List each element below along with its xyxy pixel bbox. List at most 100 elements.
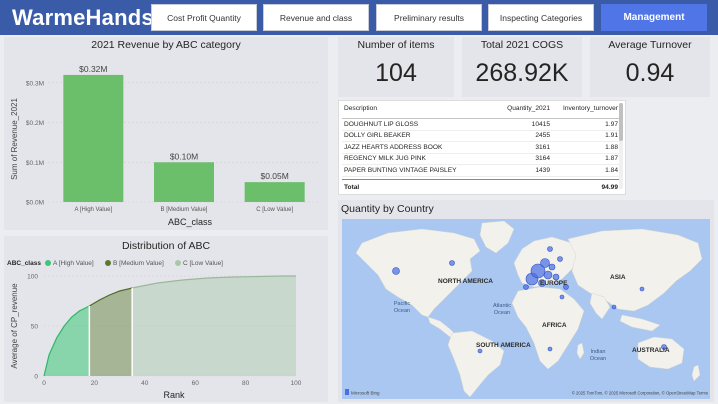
map-bubble[interactable] [392,267,400,275]
area-series-fill[interactable] [44,306,90,376]
cell-description: DOUGHNUT LIP GLOSS [342,118,492,131]
legend-a-marker [45,260,51,266]
world-map[interactable]: NORTH AMERICA EUROPE ASIA AFRICA SOUTH A… [342,219,710,399]
x-tick-label: 80 [242,380,250,387]
y-tick-label: $0.2M [26,120,44,127]
items-table-card[interactable]: Description Quantity_2021 Inventory_turn… [338,100,626,195]
label-europe: EUROPE [540,280,568,287]
column-header-description[interactable]: Description [342,103,492,119]
revenue-chart-card[interactable]: 2021 Revenue by ABC category $0.0M $0.1M $… [4,37,328,230]
bing-logo: Microsoft Bing [345,389,380,396]
map-card[interactable]: Quantity by Country [338,200,714,402]
legend-b-marker [105,260,111,266]
bar[interactable] [244,182,305,202]
column-header-turnover-label: Inventory_turnover [563,105,618,112]
map-bubble[interactable] [661,344,667,350]
cell-description: DOLLY GIRL BEAKER [342,130,492,142]
y-tick-label: 0 [34,374,38,381]
map-bubble[interactable] [611,304,617,310]
x-tick-label: 40 [141,380,149,387]
y-tick-label: $0.1M [26,160,44,167]
kpi-label: Total 2021 COGS [480,39,564,51]
distribution-chart-card[interactable]: Distribution of ABC ABC_class A [High Va… [4,236,328,402]
legend-c-label[interactable]: C [Low Value] [183,260,223,267]
greenland-landmass [479,220,515,254]
table-row[interactable]: JAZZ HEARTS ADDRESS BOOK 3161 1.88 [342,141,620,154]
table-row[interactable]: DOLLY GIRL BEAKER 2455 1.91 [342,130,620,142]
map-bubble[interactable] [639,286,645,292]
label-south-america: SOUTH AMERICA [476,342,531,349]
revenue-y-axis-label: Sum of Revenue_2021 [10,98,19,180]
map-bubble[interactable] [477,348,483,354]
area-series-fill[interactable] [89,288,133,376]
map-bubble[interactable] [548,263,556,271]
revenue-chart-title: 2021 Revenue by ABC category [91,39,241,51]
items-table: Description Quantity_2021 Inventory_turn… [342,103,620,192]
label-australia: AUSTRALIA [632,347,670,354]
map-bubble[interactable] [538,279,546,287]
table-scrollbar-thumb[interactable] [619,103,623,141]
map-bubble[interactable] [449,260,455,266]
kpi-total-cogs[interactable]: Total 2021 COGS 268.92K [462,37,582,97]
kpi-number-of-items[interactable]: Number of items 104 [338,37,454,97]
table-scrollbar-track[interactable] [619,103,623,189]
north-america-landmass [355,228,481,318]
bar[interactable] [154,162,214,202]
kpi-value: 268.92K [475,59,569,87]
map-bubble[interactable] [557,256,563,262]
revenue-bar-chart: $0.0M $0.1M $0.2M $0.3M $0.32M A [High Value… [10,64,320,227]
tab-cost-profit-quantity[interactable]: Cost Profit Quantity [151,4,257,31]
table-total-row: Total 94.99 [342,178,620,192]
area-series-fill[interactable] [132,276,296,376]
map-bubble[interactable] [547,246,553,252]
column-header-quantity[interactable]: Quantity_2021 [492,103,552,119]
y-tick-label: 50 [31,324,39,331]
label-atlantic-ocean: Ocean [494,310,510,316]
legend-title: ABC_class [7,260,41,267]
label-asia: ASIA [610,274,626,281]
map-bubble[interactable] [563,284,569,290]
table-row[interactable]: REGENCY MILK JUG PINK 3164 1.87 [342,153,620,165]
southeast-asia-landmass [619,314,661,332]
bar-data-label: $0.10M [170,151,198,161]
bing-logo-icon [345,389,349,395]
legend-a-label[interactable]: A [High Value] [53,260,94,267]
map-bubble[interactable] [543,270,553,280]
x-tick-label: B [Medium Value] [161,207,208,213]
area-series-line [132,275,296,289]
south-america-landmass [447,330,505,398]
cell-turnover: 1.87 [552,153,620,165]
legend-c-marker [175,260,181,266]
map-bubble[interactable] [523,284,529,290]
kpi-value: 0.94 [625,59,675,87]
label-north-america: NORTH AMERICA [438,278,493,285]
column-header-turnover[interactable]: Inventory_turnover [552,103,620,119]
cell-turnover: 1.84 [552,164,620,177]
cell-description: PAPER BUNTING VINTAGE PAISLEY [342,164,492,177]
app-logo: WarmeHands [12,5,154,30]
map-attribution[interactable]: © 2025 TomTom, © 2025 Microsoft Corporat… [572,391,708,396]
map-bubble[interactable] [540,258,550,268]
australia-landmass [637,336,685,370]
table-row[interactable]: PAPER BUNTING VINTAGE PAISLEY 1439 1.84 [342,164,620,177]
tab-preliminary-results[interactable]: Preliminary results [376,4,482,31]
legend-b-label[interactable]: B [Medium Value] [113,260,164,267]
cell-quantity: 10415 [492,118,552,131]
cell-turnover: 1.97 [552,118,620,131]
map-bubble[interactable] [530,263,546,279]
asia-landmass [567,228,703,312]
y-tick-label: $0.3M [26,80,44,87]
kpi-average-turnover[interactable]: Average Turnover 0.94 [590,37,710,97]
map-bubble[interactable] [547,346,553,352]
table-row[interactable]: DOUGHNUT LIP GLOSS 10415 1.97 [342,118,620,131]
y-tick-label: $0.0M [26,200,44,207]
map-bubble[interactable] [552,273,560,281]
label-atlantic: Atlantic [493,303,511,309]
tab-inspecting-categories[interactable]: Inspecting Categories [488,4,594,31]
tab-revenue-and-class[interactable]: Revenue and class [263,4,369,31]
tab-management[interactable]: Management [601,4,707,31]
bar[interactable] [63,74,124,202]
distribution-area-chart: ABC_class A [High Value] B [Medium Value… [7,260,302,400]
map-bubble[interactable] [559,294,565,300]
label-pacific: Pacific [394,301,410,307]
